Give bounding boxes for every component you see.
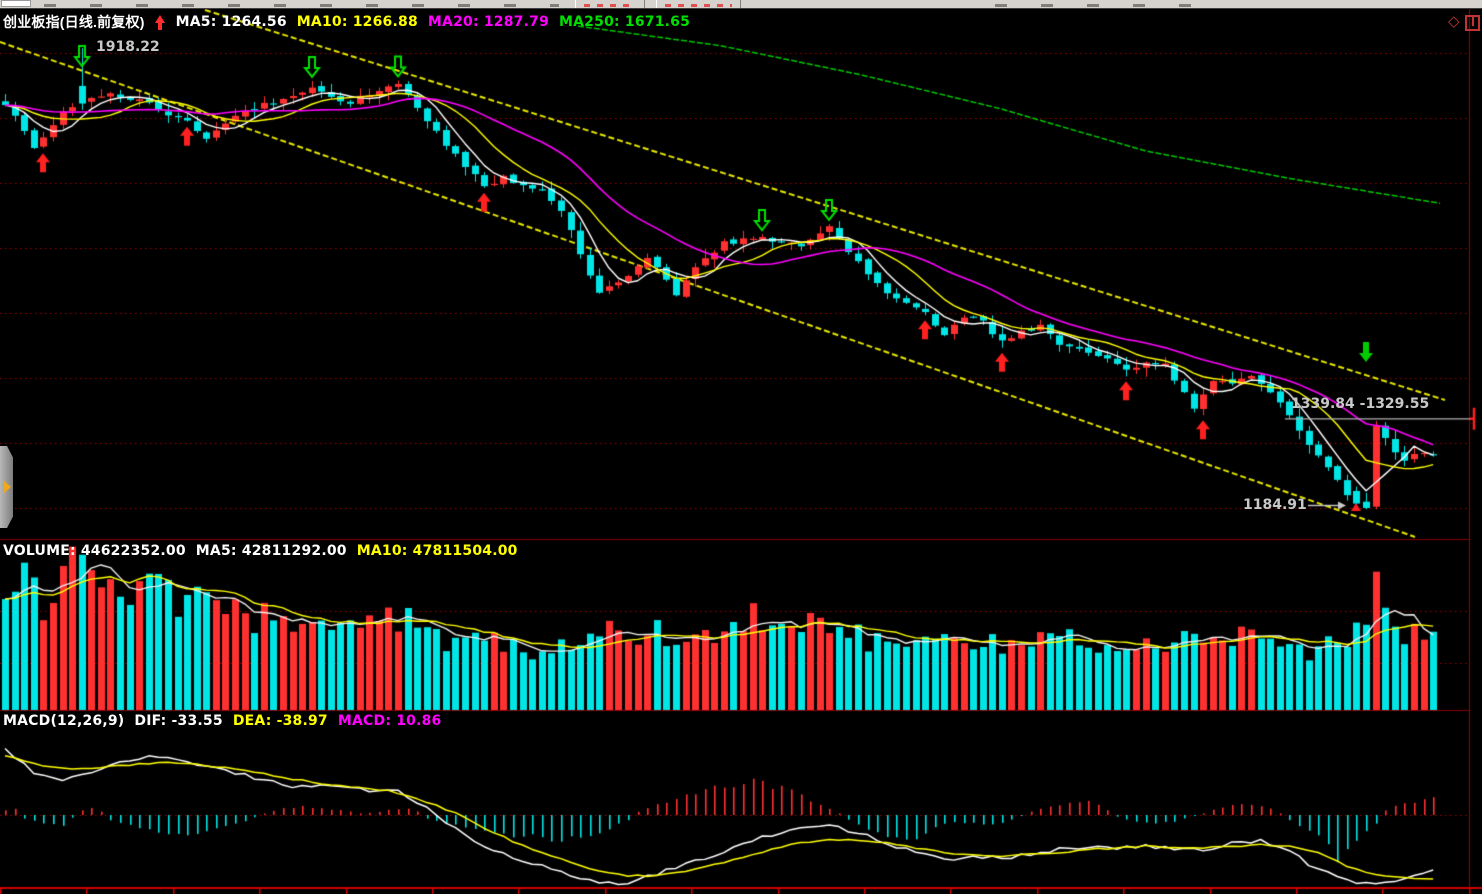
level-price-label: 1339.84 -1329.55 [1291, 396, 1430, 412]
sidebar-flyout-handle[interactable] [0, 446, 13, 528]
split-window-icon[interactable] [1465, 15, 1480, 31]
low-price-label: 1184.91 [1243, 497, 1307, 513]
macd-pane-header: MACD(12,26,9) DIF: -33.55 DEA: -38.97 MA… [3, 713, 442, 729]
ma10-readout: MA10: 1266.88 [296, 14, 418, 30]
macd-readout: MACD: 10.86 [337, 713, 442, 729]
toolbar-button-2[interactable] [656, 0, 741, 8]
menubar-left-box [1, 0, 31, 7]
ma20-readout: MA20: 1287.79 [427, 14, 550, 30]
ma5-readout: MA5: 1264.56 [175, 14, 287, 30]
volume-ma10-readout: MA10: 47811504.00 [356, 543, 518, 559]
dif-readout: DIF: -33.55 [134, 713, 223, 729]
volume-readout: VOLUME: 44622352.00 [3, 543, 186, 559]
diamond-icon[interactable]: ◇ [1448, 12, 1460, 30]
menubar-text-sliver [44, 4, 559, 7]
high-price-label: 1918.22 [96, 39, 160, 55]
volume-pane-header: VOLUME: 44622352.00 MA5: 42811292.00 MA1… [3, 543, 518, 559]
menubar-text-sliver-2 [995, 4, 1205, 7]
trend-up-icon [154, 14, 166, 30]
macd-title: MACD(12,26,9) [3, 713, 125, 729]
expand-arrow-icon [3, 480, 11, 494]
menubar [0, 0, 1482, 9]
volume-ma5-readout: MA5: 42811292.00 [195, 543, 347, 559]
toolbar-button-1[interactable] [575, 0, 645, 8]
dea-readout: DEA: -38.97 [232, 713, 328, 729]
chart-header: 创业板指(日线.前复权) MA5: 1264.56 MA10: 1266.88 … [3, 12, 690, 32]
symbol-title: 创业板指(日线.前复权) [3, 14, 145, 30]
ma250-readout: MA250: 1671.65 [559, 14, 691, 30]
